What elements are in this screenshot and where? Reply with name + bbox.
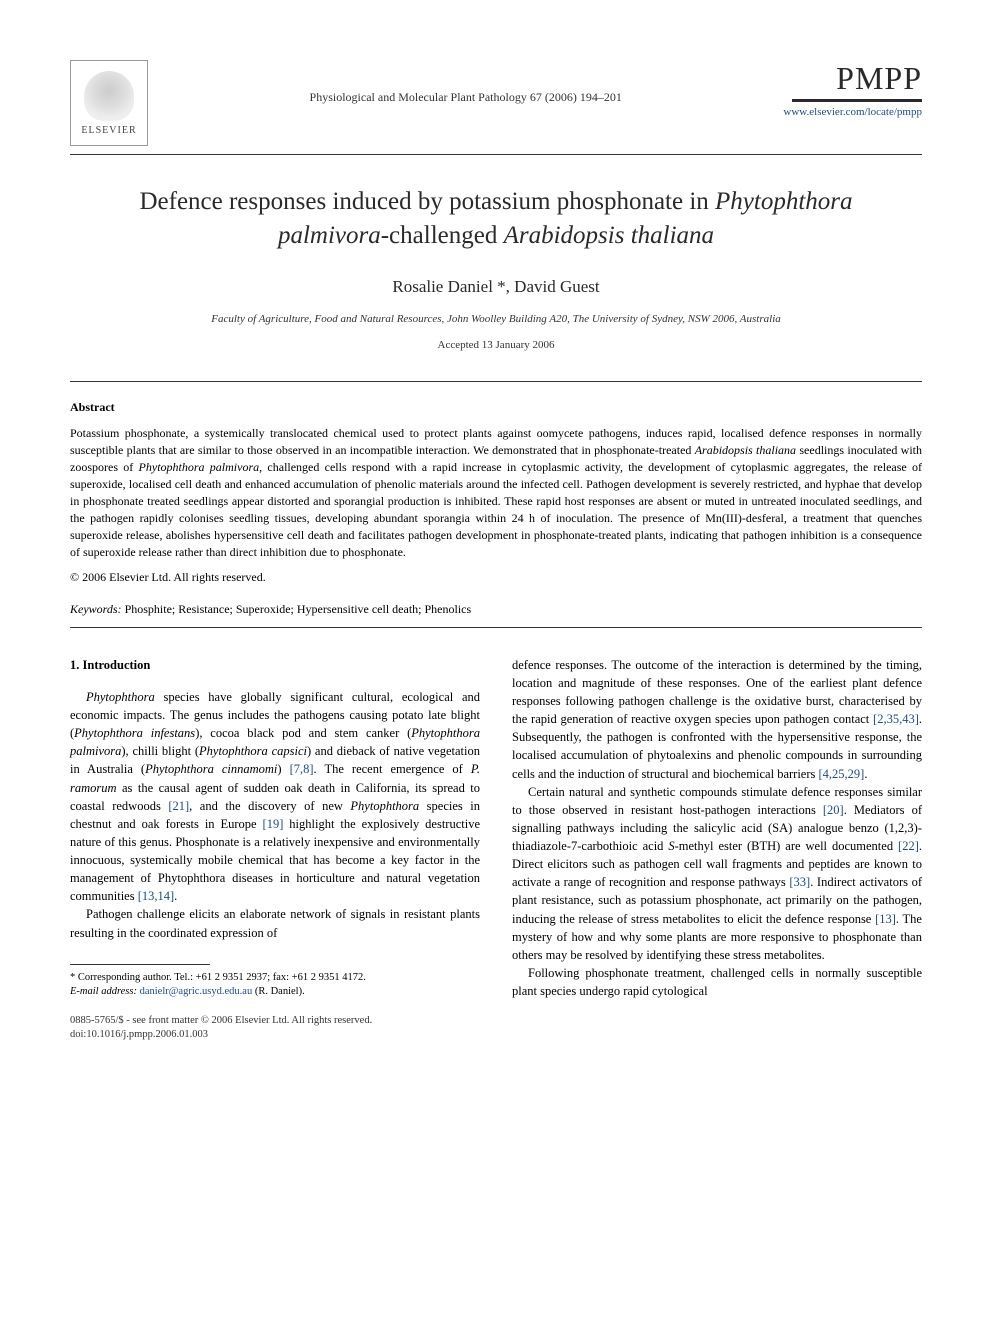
intro-para-5: Following phosphonate treatment, challen… (512, 964, 922, 1000)
p1-italic-o: Phytophthora (350, 799, 419, 813)
cite-2-35-43[interactable]: [2,35,43] (873, 712, 919, 726)
doi-line: doi:10.1016/j.pmpp.2006.01.003 (70, 1028, 480, 1042)
cite-13-14[interactable]: [13,14] (138, 889, 174, 903)
cite-20[interactable]: [20] (823, 803, 844, 817)
cite-7-8[interactable]: [7,8] (290, 762, 314, 776)
column-left: 1. Introduction Phytophthora species hav… (70, 656, 480, 1043)
cite-19[interactable]: [19] (263, 817, 284, 831)
cite-33[interactable]: [33] (789, 875, 810, 889)
affiliation: Faculty of Agriculture, Food and Natural… (70, 313, 922, 325)
footnote-rule (70, 964, 210, 965)
footnote-corr: * Corresponding author. Tel.: +61 2 9351… (70, 971, 480, 986)
abstract-bottom-rule (70, 627, 922, 628)
article-title: Defence responses induced by potassium p… (100, 185, 892, 253)
column-right: defence responses. The outcome of the in… (512, 656, 922, 1043)
p1-italic-a: Phytophthora (86, 690, 155, 704)
abstract-species-1: Arabidopsis thaliana (695, 443, 796, 457)
p1-seg-r: . (174, 889, 177, 903)
p1-seg-k: . The recent emergence of (314, 762, 471, 776)
abstract-heading: Abstract (70, 400, 922, 415)
brand-underline (792, 99, 922, 102)
title-pre: Defence responses induced by potassium p… (139, 188, 715, 215)
intro-para-2: Pathogen challenge elicits an elaborate … (70, 905, 480, 941)
p1-italic-c: Phytophthora infestans (74, 726, 195, 740)
elsevier-logo: ELSEVIER (70, 60, 148, 146)
intro-para-3: defence responses. The outcome of the in… (512, 656, 922, 783)
keywords-line: Keywords: Phosphite; Resistance; Superox… (70, 602, 922, 617)
section-heading-intro: 1. Introduction (70, 656, 480, 674)
p4-seg-d: -methyl ester (BTH) are well documented (675, 839, 898, 853)
abstract-top-rule (70, 381, 922, 382)
keywords-list: Phosphite; Resistance; Superoxide; Hyper… (122, 602, 472, 616)
cite-22[interactable]: [22] (898, 839, 919, 853)
journal-brand: PMPP (783, 60, 922, 97)
body-columns: 1. Introduction Phytophthora species hav… (70, 656, 922, 1043)
intro-para-1: Phytophthora species have globally signi… (70, 688, 480, 906)
abstract-copyright: © 2006 Elsevier Ltd. All rights reserved… (70, 569, 922, 586)
title-species-2: Arabidopsis thaliana (504, 222, 714, 249)
p1-seg-f: ), chilli blight ( (121, 744, 199, 758)
p3-seg-a: defence responses. The outcome of the in… (512, 658, 922, 726)
email-tail: (R. Daniel). (252, 986, 305, 997)
abstract-body: Potassium phosphonate, a systemically tr… (70, 425, 922, 561)
intro-para-4: Certain natural and synthetic compounds … (512, 783, 922, 964)
p1-seg-d: ), cocoa black pod and stem canker ( (195, 726, 411, 740)
authors: Rosalie Daniel *, David Guest (70, 277, 922, 297)
p3-seg-c: . (864, 767, 867, 781)
abstract-species-2: Phytophthora palmivora (139, 460, 260, 474)
title-mid: -challenged (381, 222, 504, 249)
cite-4-25-29[interactable]: [4,25,29] (819, 767, 865, 781)
email-label: E-mail address: (70, 986, 137, 997)
cite-13[interactable]: [13] (875, 912, 896, 926)
p1-seg-n: , and the discovery of new (189, 799, 350, 813)
journal-reference: Physiological and Molecular Plant Pathol… (148, 60, 783, 105)
front-matter-info: 0885-5765/$ - see front matter © 2006 El… (70, 1014, 480, 1042)
header-rule (70, 154, 922, 155)
keywords-label: Keywords: (70, 602, 122, 616)
elsevier-label: ELSEVIER (81, 125, 136, 136)
p1-italic-i: Phytophthora cinnamomi (145, 762, 277, 776)
p1-italic-g: Phytophthora capsici (199, 744, 307, 758)
journal-link[interactable]: www.elsevier.com/locate/pmpp (783, 106, 922, 118)
front-matter-line-1: 0885-5765/$ - see front matter © 2006 El… (70, 1014, 480, 1028)
page-header: ELSEVIER Physiological and Molecular Pla… (70, 60, 922, 146)
footnote-email-line: E-mail address: danielr@agric.usyd.edu.a… (70, 985, 480, 1000)
email-link[interactable]: danielr@agric.usyd.edu.au (137, 986, 252, 997)
journal-brand-box: PMPP www.elsevier.com/locate/pmpp (783, 60, 922, 118)
corresponding-author-footnote: * Corresponding author. Tel.: +61 2 9351… (70, 971, 480, 1000)
abstract-seg-3: , challenged cells respond with a rapid … (70, 460, 922, 559)
cite-21[interactable]: [21] (168, 799, 189, 813)
accepted-date: Accepted 13 January 2006 (70, 339, 922, 351)
p1-seg-j: ) (277, 762, 289, 776)
elsevier-tree-icon (84, 71, 134, 121)
